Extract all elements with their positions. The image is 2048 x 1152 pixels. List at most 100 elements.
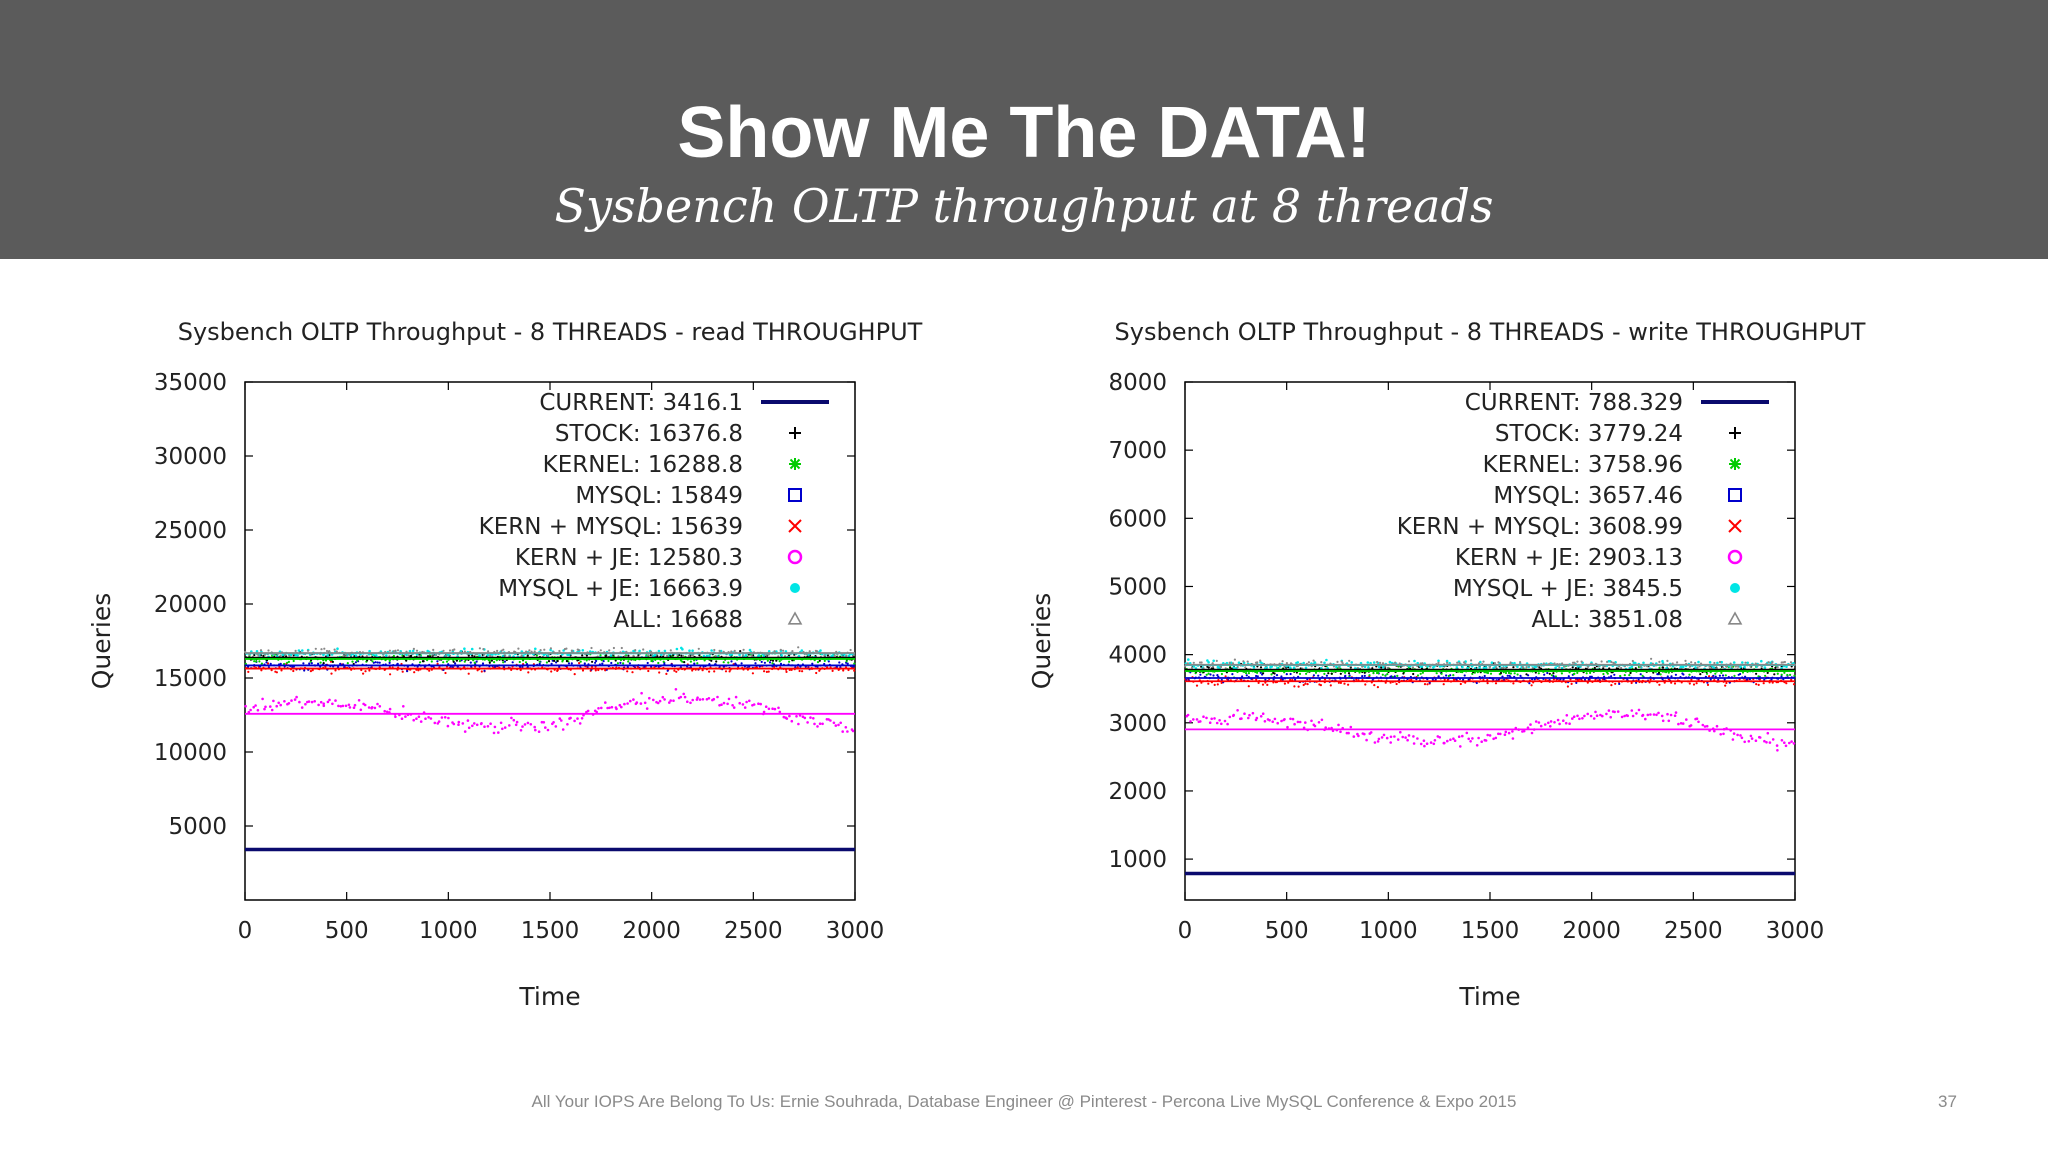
y-tick-label: 6000 <box>1108 506 1167 532</box>
data-point <box>1205 716 1208 720</box>
data-point <box>1261 712 1265 715</box>
data-point <box>815 650 819 653</box>
data-point <box>599 654 602 657</box>
data-point <box>260 669 263 672</box>
legend-entry: MYSQL + JE: 3845.5 <box>1453 576 1740 602</box>
data-point <box>732 706 736 709</box>
data-point <box>1369 661 1372 665</box>
data-point <box>1486 682 1489 685</box>
data-point <box>1564 721 1568 725</box>
data-point <box>1298 720 1302 724</box>
data-point <box>712 697 716 701</box>
data-point <box>842 669 845 672</box>
data-point <box>710 659 713 662</box>
data-point <box>1507 671 1511 675</box>
data-point <box>1522 666 1525 669</box>
data-point <box>1503 733 1507 736</box>
legend-marker <box>787 549 803 565</box>
data-point <box>388 649 391 652</box>
data-point <box>1251 711 1255 715</box>
data-point <box>1223 719 1227 723</box>
data-point <box>1291 717 1295 721</box>
data-point <box>1293 722 1296 726</box>
data-point <box>768 661 772 664</box>
data-point <box>352 706 356 709</box>
data-point <box>1537 672 1540 675</box>
data-point <box>1438 736 1441 739</box>
data-point <box>1475 744 1479 747</box>
data-point <box>689 701 692 705</box>
data-point <box>569 716 572 720</box>
data-point <box>1389 741 1392 744</box>
data-point <box>1423 683 1427 686</box>
data-point <box>1492 666 1495 670</box>
data-point <box>1469 740 1472 743</box>
data-point <box>1745 678 1748 681</box>
data-point <box>1199 673 1202 676</box>
data-point <box>1245 674 1248 677</box>
data-point <box>1601 714 1604 718</box>
data-point <box>566 723 569 726</box>
data-point <box>1659 673 1662 676</box>
data-point <box>1793 674 1796 677</box>
data-point <box>1470 659 1473 662</box>
data-point <box>771 659 775 662</box>
data-point <box>1247 672 1250 675</box>
data-point <box>1268 719 1271 722</box>
data-point <box>279 703 282 707</box>
data-point <box>1628 674 1631 677</box>
data-point <box>1511 737 1515 740</box>
data-point <box>728 670 731 673</box>
read-throughput-chart-svg: Sysbench OLTP Throughput - 8 THREADS - r… <box>87 318 923 1011</box>
data-point <box>1335 665 1338 669</box>
y-tick-label: 5000 <box>168 814 227 840</box>
data-point <box>1458 662 1461 665</box>
data-point <box>542 721 546 724</box>
data-point <box>1380 736 1384 739</box>
data-point <box>275 704 278 708</box>
data-point <box>1623 714 1626 718</box>
x-tick-label: 2500 <box>724 918 783 944</box>
data-point <box>1694 666 1697 669</box>
data-point <box>454 662 457 665</box>
data-point <box>457 720 461 724</box>
data-point <box>1516 673 1519 676</box>
legend-label: STOCK: 3779.24 <box>1495 421 1683 447</box>
legend-entry: KERNEL: 16288.8 <box>543 452 801 478</box>
data-point <box>1337 723 1340 727</box>
data-point <box>400 717 404 720</box>
data-point <box>1690 661 1693 664</box>
data-point <box>1434 678 1437 681</box>
data-point <box>1207 661 1210 664</box>
data-point <box>1741 661 1744 664</box>
data-point <box>1209 673 1212 676</box>
data-point <box>1771 738 1775 741</box>
data-point <box>683 695 687 699</box>
data-point <box>1484 739 1488 742</box>
data-point <box>1216 674 1219 677</box>
data-point <box>1549 720 1553 723</box>
y-tick-label: 15000 <box>154 666 227 692</box>
data-point <box>1573 672 1576 675</box>
data-point <box>1563 665 1566 668</box>
legend-entry: ALL: 3851.08 <box>1531 607 1743 633</box>
data-point <box>486 654 490 657</box>
data-point <box>1463 674 1466 677</box>
data-point <box>1631 659 1634 663</box>
data-point <box>1593 666 1596 669</box>
data-point <box>1489 672 1493 675</box>
data-point <box>330 672 333 675</box>
data-point <box>1327 672 1330 675</box>
data-point <box>331 702 334 706</box>
data-point <box>540 720 544 724</box>
data-point <box>629 699 632 703</box>
data-point <box>1669 713 1673 717</box>
data-point <box>248 653 251 656</box>
data-point <box>1785 682 1788 685</box>
data-point <box>565 660 569 663</box>
legend-label: ALL: 16688 <box>613 607 743 633</box>
data-point <box>800 649 804 652</box>
data-point <box>1553 721 1556 724</box>
data-point <box>757 654 761 657</box>
x-tick-label: 3000 <box>826 918 885 944</box>
